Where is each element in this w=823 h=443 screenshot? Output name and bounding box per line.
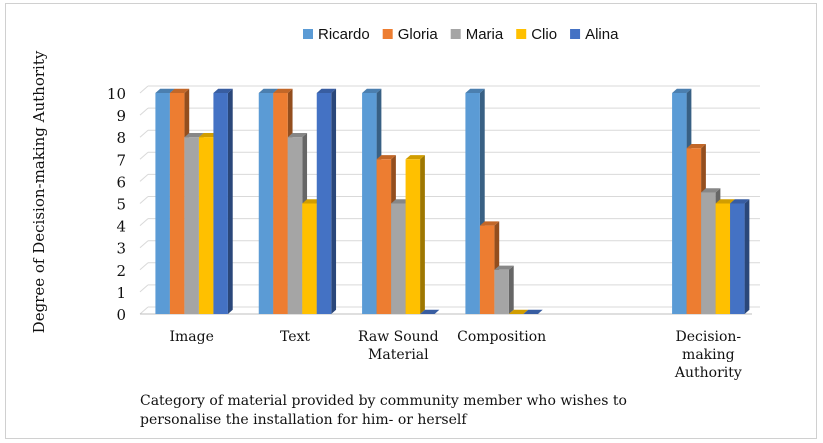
x-tick-label: Composition — [457, 329, 546, 345]
legend-label-gloria: Gloria — [398, 26, 439, 43]
y-tick-label: 1 — [116, 284, 126, 302]
y-tick-label: 10 — [107, 85, 126, 103]
bar-alina — [213, 88, 233, 314]
gridline-depth — [139, 174, 149, 182]
legend-swatch-gloria — [382, 29, 393, 39]
bar-clio — [508, 309, 529, 315]
legend-swatch-clio — [516, 29, 527, 39]
bar-alina — [420, 309, 440, 315]
gridline-depth — [139, 151, 149, 160]
legend-label-maria: Maria — [466, 26, 504, 43]
x-tick-label: Material — [368, 347, 429, 363]
gridline-depth — [139, 218, 149, 226]
gridline-depth — [139, 107, 149, 116]
y-tick-label: 4 — [116, 218, 126, 236]
legend-label-alina: Alina — [585, 26, 619, 43]
y-tick-label: 5 — [116, 196, 126, 214]
y-tick-label: 2 — [116, 262, 126, 280]
legend-label-clio: Clio — [531, 26, 557, 43]
x-axis-title: Category of material provided by communi… — [140, 392, 700, 430]
gridline-depth — [139, 196, 149, 204]
x-axis-title-line-2: personalise the installation for him- or… — [140, 412, 467, 428]
x-tick-label: Text — [280, 329, 310, 345]
chart-frame — [5, 3, 817, 439]
y-axis-title: Degree of Decision-making Authority — [30, 50, 48, 333]
gridline-depth — [139, 284, 149, 293]
bar-alina — [730, 199, 750, 314]
bar-clio — [405, 155, 425, 314]
gridline-depth — [139, 129, 149, 138]
bar-maria — [494, 265, 514, 314]
y-tick-label: 8 — [116, 129, 126, 147]
legend-swatch-ricardo — [303, 29, 313, 39]
bar-alina — [523, 309, 543, 315]
gridline-depth — [139, 262, 149, 271]
y-tick-label: 0 — [116, 306, 126, 324]
legend-swatch-maria — [450, 29, 461, 39]
legend-label-ricardo: Ricardo — [318, 26, 370, 43]
y-tick-label: 9 — [116, 107, 126, 125]
y-tick-label: 3 — [116, 240, 126, 258]
x-tick-label: Decision- — [675, 329, 741, 345]
legend-swatch-alina — [570, 29, 581, 39]
bar-alina — [316, 88, 337, 314]
x-tick-label: Image — [169, 329, 213, 345]
x-tick-label: Raw Sound — [358, 329, 439, 345]
gridline-depth — [139, 240, 149, 249]
y-tick-label: 7 — [116, 151, 126, 169]
y-tick-label: 6 — [116, 173, 126, 191]
x-tick-label: making — [682, 347, 735, 363]
gridline-depth — [139, 306, 149, 315]
x-axis-title-line-1: Category of material provided by communi… — [140, 393, 627, 409]
gridline-depth — [139, 85, 149, 94]
x-tick-label: Authority — [674, 365, 742, 381]
